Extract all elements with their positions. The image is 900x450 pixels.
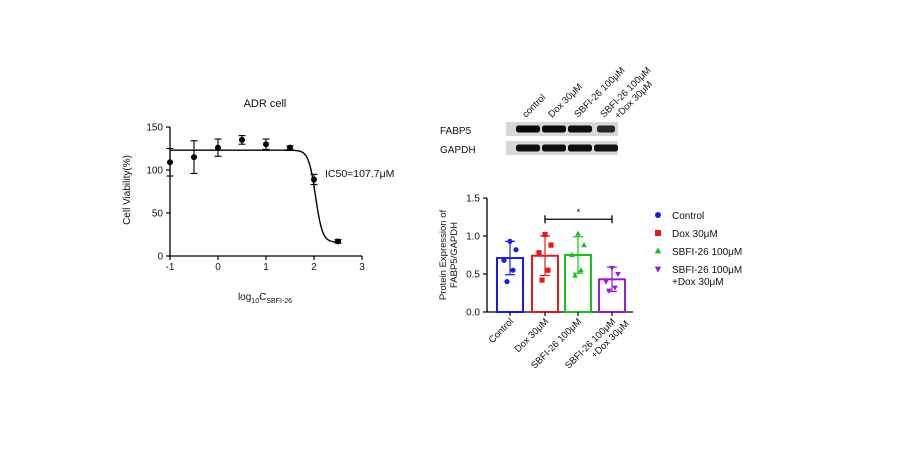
bar-y-axis-label-line: FABP5/GAPDH: [449, 222, 460, 288]
curve-x-axis-label: log10CSBFI-26: [238, 292, 292, 305]
legend-marker: [655, 212, 661, 218]
curve-title: ADR cell: [244, 98, 287, 110]
data-point: [335, 238, 341, 245]
x-tick-label: -1: [166, 262, 175, 273]
bar-data-point: [539, 277, 545, 283]
bar-y-tick-label: 0.5: [466, 270, 480, 281]
blot-band: [542, 125, 566, 133]
bar-data-point: [572, 272, 578, 278]
data-point: [287, 144, 293, 151]
x-label-log: log: [238, 292, 251, 303]
legend-label-line: Dox 30μM: [672, 229, 718, 240]
bar-data-point: [569, 251, 575, 258]
legend-label-line: Control: [672, 211, 704, 222]
dose-response-chart: ADR cell Cell Viability(%) log10CSBFI-26…: [122, 98, 394, 305]
bar-data-point: [510, 267, 516, 273]
lane-label: control: [520, 92, 548, 120]
blot-band: [516, 144, 540, 152]
data-point: [167, 159, 173, 166]
data-point: [263, 141, 269, 148]
bar-data-point: [612, 285, 618, 291]
data-point: [215, 144, 221, 151]
data-point: [239, 136, 245, 143]
bar-data-point: [575, 230, 581, 236]
bar-data-point: [536, 250, 542, 256]
x-tick-label: 0: [215, 262, 221, 273]
curve-y-axis-label: Cell Viability(%): [122, 155, 133, 225]
bar-data-point: [545, 267, 551, 273]
x-tick-label: 2: [311, 262, 317, 273]
data-point: [311, 176, 317, 183]
blot-band: [542, 144, 566, 152]
x-tick-label: 1: [263, 262, 269, 273]
legend-marker: [654, 266, 662, 273]
blot-row-label: FABP5: [440, 126, 472, 137]
bar-data-point: [603, 279, 609, 285]
legend-label: Control: [672, 211, 704, 222]
bar-y-tick-label: 1.5: [466, 194, 480, 205]
bar-y-tick-label: 1.0: [466, 232, 480, 243]
blot-band: [568, 144, 592, 152]
significance-label: *: [577, 207, 581, 218]
bar-data-point: [513, 247, 519, 253]
x-tick-label: 3: [359, 262, 365, 273]
fit-curve: [170, 149, 341, 243]
bar-data-point: [578, 267, 584, 273]
bar-y-axis-label-line: Protein Expression of: [438, 209, 449, 300]
bar-data-point: [609, 265, 615, 272]
bar-y-tick-label: 0.0: [466, 308, 480, 319]
blot-row-label: GAPDH: [440, 145, 476, 156]
y-tick-label: 150: [146, 123, 163, 134]
ic50-annotation: IC50=107.7μM: [325, 168, 394, 180]
legend-label: SBFI-26 100μM: [672, 247, 742, 258]
legend-label-line: SBFI-26 100μM: [672, 265, 742, 276]
y-tick-label: 0: [157, 252, 163, 263]
bar-data-point: [542, 231, 548, 238]
data-point: [191, 154, 197, 161]
bar-category-label: Control: [487, 316, 516, 345]
legend-label-line: SBFI-26 100μM: [672, 247, 742, 258]
bar-category-label-line: Control: [487, 316, 516, 345]
bar-data-point: [504, 279, 510, 285]
bar-data-point: [606, 288, 612, 294]
blot-band: [594, 144, 618, 152]
bar-data-point: [548, 242, 554, 248]
bar-y-axis-label: Protein Expression ofFABP5/GAPDH: [438, 209, 460, 300]
lane-label-line: control: [520, 92, 548, 120]
y-tick-label: 50: [152, 209, 164, 220]
legend-label-line: +Dox 30μM: [672, 277, 724, 288]
bar-data-point: [507, 238, 513, 244]
bar-data-point: [501, 257, 507, 263]
blot-band: [516, 125, 540, 133]
x-label-sub-10: 10: [251, 298, 259, 305]
legend-marker: [655, 230, 661, 236]
legend-marker: [654, 247, 662, 254]
blot-band: [568, 125, 592, 133]
x-label-c: C: [259, 292, 266, 303]
legend-label: Dox 30μM: [672, 229, 718, 240]
lane-label: SBFI-26 100μM+Dox 30μM: [598, 65, 661, 128]
bar-data-point: [615, 271, 621, 278]
legend-label: SBFI-26 100μM +Dox 30μM: [672, 265, 742, 288]
protein-expression-bar-chart: 0.0 0.5 1.0 1.5 Protein Expression ofFABP5/G…: [438, 194, 742, 372]
blot-band: [597, 125, 615, 133]
x-label-sub-compound: SBFI-26: [266, 298, 292, 305]
curve-marks: [166, 135, 342, 245]
y-tick-label: 100: [146, 166, 163, 177]
bar-data-point: [581, 242, 587, 248]
